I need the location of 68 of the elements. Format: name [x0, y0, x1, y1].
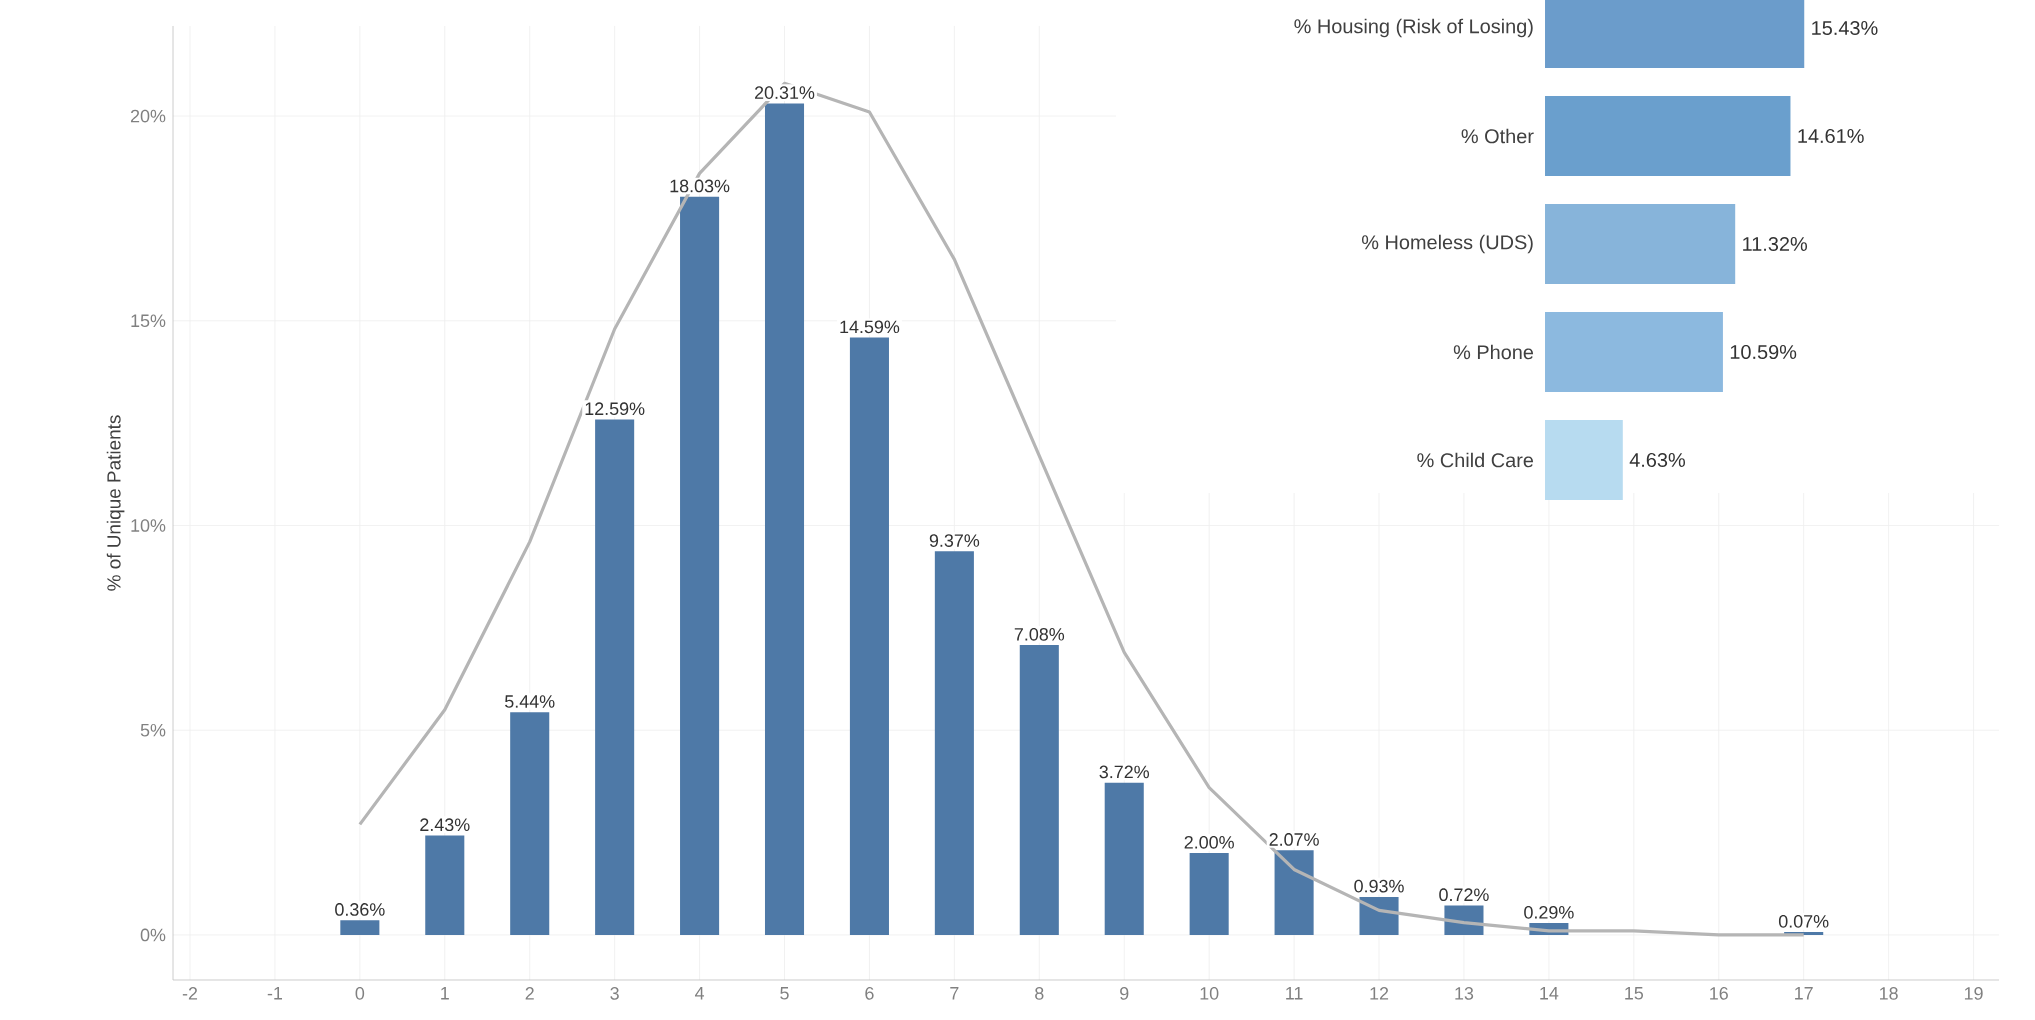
- y-axis-title: % of Unique Patients: [106, 415, 125, 591]
- x-tick-label: 6: [865, 987, 874, 1000]
- y-tick-label: % Homeless (UDS): [1361, 234, 1533, 254]
- data-label: 0.29%: [1524, 905, 1574, 919]
- x-tick-label: 13: [1455, 987, 1474, 1000]
- bar: [1545, 203, 1736, 284]
- data-label: 0.93%: [1354, 879, 1404, 893]
- x-tick-label: 16: [1710, 987, 1728, 1000]
- data-label: 9.37%: [929, 534, 980, 547]
- data-label: 12.59%: [585, 402, 645, 416]
- y-tick-label: % Housing (Risk of Losing): [1294, 18, 1533, 38]
- bar: [849, 337, 889, 935]
- bar: [1189, 853, 1229, 935]
- data-label: 20.31%: [755, 86, 815, 99]
- y-tick-label: 10%: [131, 519, 166, 532]
- data-label: 11.32%: [1743, 236, 1807, 252]
- y-tick-label: % Phone: [1453, 344, 1534, 360]
- y-tick-label: 15%: [131, 314, 166, 328]
- x-tick-label: -1: [267, 987, 283, 1000]
- y-tick-label: % Child Care: [1417, 452, 1534, 468]
- x-tick-label: 0: [355, 987, 365, 1000]
- bar: [1019, 645, 1059, 935]
- x-tick-label: 14: [1540, 987, 1559, 1000]
- x-tick-label: 12: [1370, 987, 1389, 1000]
- x-tick-label: 4: [695, 987, 705, 1000]
- x-tick-label: -2: [182, 987, 198, 1000]
- x-tick-label: 5: [780, 987, 789, 1000]
- x-tick-label: 11: [1286, 987, 1303, 1000]
- y-tick-label: 20%: [130, 109, 166, 123]
- x-tick-label: 17: [1795, 987, 1813, 1000]
- bar: [1104, 782, 1144, 935]
- bar: [1545, 312, 1723, 392]
- y-tick-label: % Other: [1461, 128, 1534, 144]
- x-tick-label: 10: [1200, 987, 1219, 1000]
- data-label: 0.72%: [1439, 888, 1489, 902]
- x-tick-label: 1: [441, 987, 449, 1000]
- bar: [340, 920, 380, 935]
- x-tick-label: 18: [1880, 987, 1898, 1000]
- bar: [934, 551, 974, 935]
- x-tick-label: 15: [1625, 987, 1644, 1000]
- data-label: 3.72%: [1099, 765, 1150, 779]
- bar: [1545, 420, 1623, 500]
- data-label: 7.08%: [1014, 627, 1065, 641]
- bar: [1545, 95, 1791, 176]
- data-label: 2.00%: [1184, 835, 1234, 849]
- x-tick-label: 8: [1035, 987, 1044, 1000]
- y-tick-label: 5%: [140, 723, 166, 737]
- data-label: 14.59%: [840, 320, 900, 334]
- x-tick-label: 3: [610, 987, 619, 1000]
- data-label: 10.59%: [1730, 344, 1797, 360]
- bar: [1359, 896, 1399, 935]
- data-label: 0.36%: [335, 903, 385, 916]
- x-tick-label: 9: [1120, 987, 1129, 1000]
- data-label: 15.43%: [1812, 20, 1878, 36]
- x-tick-label: 2: [525, 987, 534, 1000]
- data-label: 14.61%: [1798, 128, 1864, 144]
- x-tick-label: 19: [1964, 987, 1983, 1000]
- bar: [510, 712, 550, 935]
- data-label: 18.03%: [670, 179, 730, 193]
- x-tick-label: 7: [950, 987, 959, 1000]
- y-tick-label: 0%: [140, 928, 166, 942]
- data-label: 2.43%: [420, 818, 470, 832]
- data-label: 5.44%: [505, 695, 555, 708]
- bar: [680, 196, 720, 935]
- bar: [425, 835, 465, 935]
- data-label: 2.07%: [1269, 833, 1319, 846]
- data-label: 4.63%: [1629, 452, 1686, 468]
- data-label: 0.07%: [1778, 914, 1829, 928]
